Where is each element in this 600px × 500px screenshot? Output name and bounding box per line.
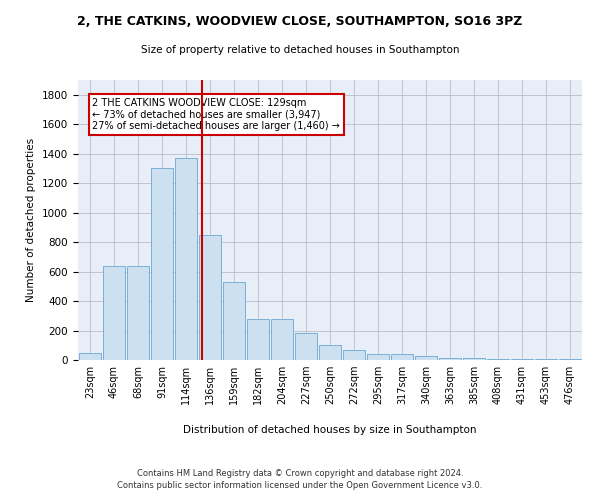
Bar: [319, 344, 341, 360]
Bar: [271, 320, 293, 360]
Bar: [463, 358, 485, 360]
Text: Distribution of detached houses by size in Southampton: Distribution of detached houses by size …: [183, 425, 477, 435]
Bar: [415, 356, 437, 360]
Text: 2 THE CATKINS WOODVIEW CLOSE: 129sqm
← 73% of detached houses are smaller (3,947: 2 THE CATKINS WOODVIEW CLOSE: 129sqm ← 7…: [92, 98, 340, 131]
Bar: [487, 358, 509, 360]
Bar: [511, 358, 533, 360]
Bar: [391, 354, 413, 360]
Bar: [367, 354, 389, 360]
Bar: [295, 332, 317, 360]
Bar: [151, 168, 173, 360]
Bar: [199, 235, 221, 360]
Y-axis label: Number of detached properties: Number of detached properties: [26, 138, 37, 302]
Bar: [535, 358, 557, 360]
Bar: [247, 320, 269, 360]
Bar: [343, 350, 365, 360]
Bar: [223, 282, 245, 360]
Text: 2, THE CATKINS, WOODVIEW CLOSE, SOUTHAMPTON, SO16 3PZ: 2, THE CATKINS, WOODVIEW CLOSE, SOUTHAMP…: [77, 15, 523, 28]
Text: Contains HM Land Registry data © Crown copyright and database right 2024.: Contains HM Land Registry data © Crown c…: [137, 468, 463, 477]
Bar: [175, 158, 197, 360]
Bar: [559, 358, 581, 360]
Bar: [127, 266, 149, 360]
Bar: [103, 266, 125, 360]
Bar: [439, 358, 461, 360]
Text: Size of property relative to detached houses in Southampton: Size of property relative to detached ho…: [141, 45, 459, 55]
Bar: [79, 352, 101, 360]
Text: Contains public sector information licensed under the Open Government Licence v3: Contains public sector information licen…: [118, 481, 482, 490]
